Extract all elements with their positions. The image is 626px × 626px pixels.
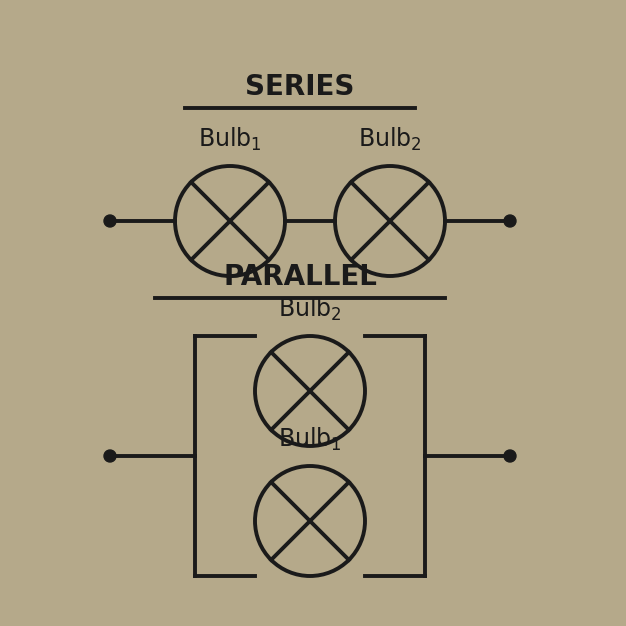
Text: Bulb$_1$: Bulb$_1$: [278, 426, 342, 453]
Text: Bulb$_1$: Bulb$_1$: [198, 126, 262, 153]
Text: Bulb$_2$: Bulb$_2$: [278, 296, 342, 323]
Text: Bulb$_2$: Bulb$_2$: [358, 126, 422, 153]
Circle shape: [504, 450, 516, 462]
Circle shape: [504, 215, 516, 227]
Text: SERIES: SERIES: [245, 73, 355, 101]
Text: PARALLEL: PARALLEL: [223, 263, 377, 291]
Circle shape: [104, 450, 116, 462]
Circle shape: [104, 215, 116, 227]
